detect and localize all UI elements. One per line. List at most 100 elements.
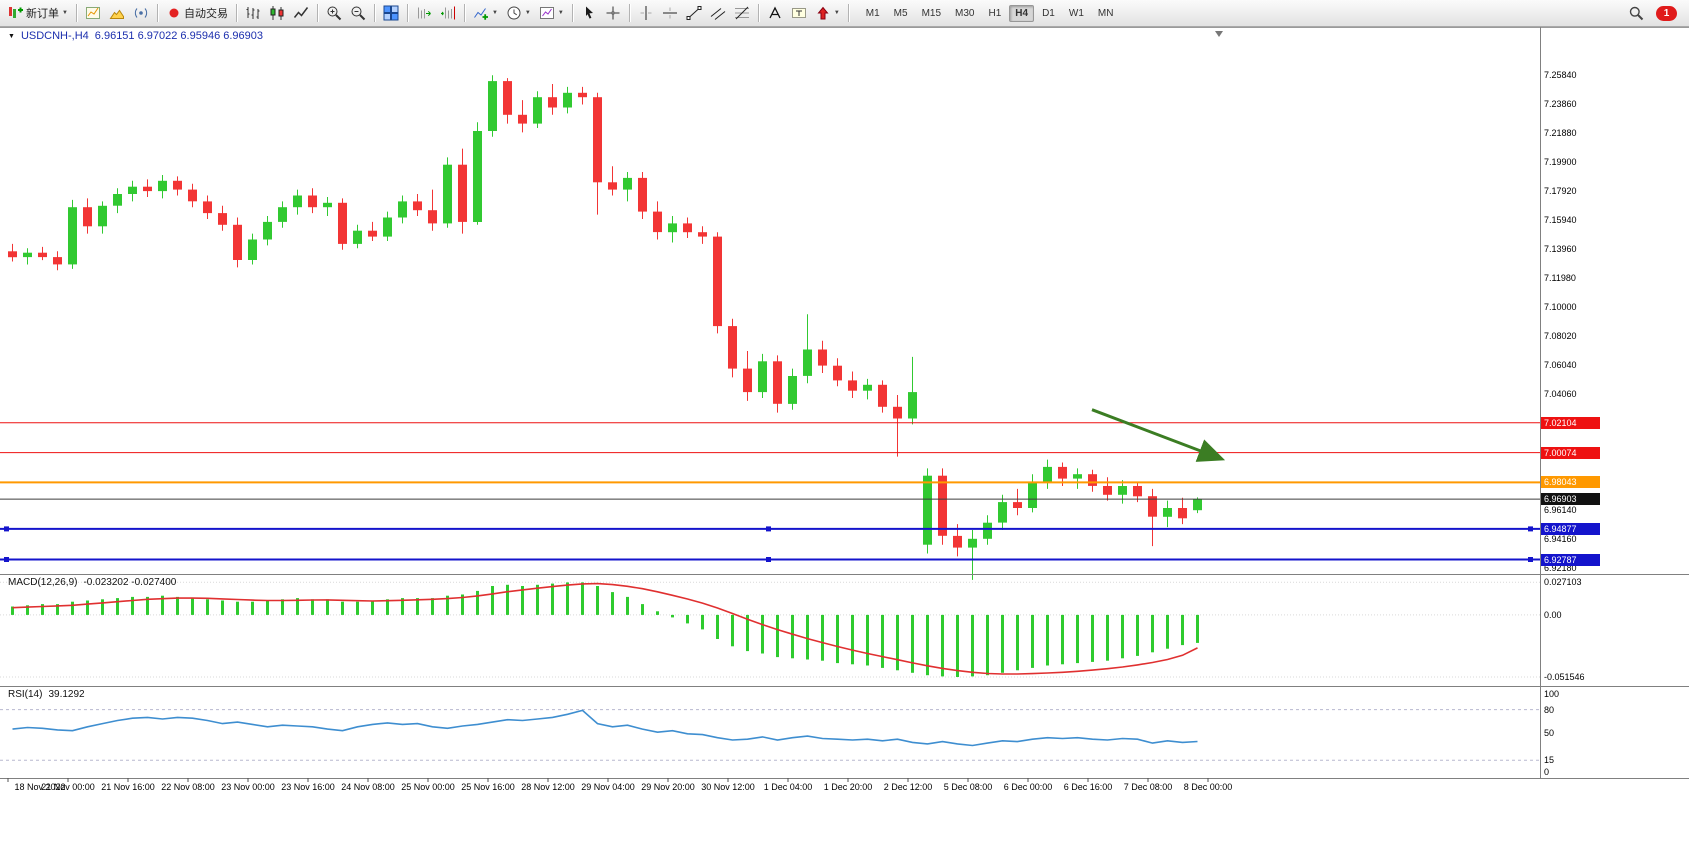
arrows-dropdown-caret-icon: ▼ [833,10,840,16]
auto-scroll-button[interactable] [412,1,436,25]
chart-title: ▼ USDCNH-,H4 6.96151 6.97022 6.95946 6.9… [8,30,263,42]
timeframe-d1-button[interactable]: D1 [1042,7,1055,19]
price-axis-label: 7.13960 [1544,244,1577,254]
price-axis-label: 7.04060 [1544,389,1577,399]
timeframe-m1-button[interactable]: M1 [865,7,880,19]
trendline-button[interactable] [682,1,706,25]
equidistant-channel-icon [710,8,726,20]
time-axis-label: 29 Nov 20:00 [641,782,695,792]
autotrade-icon [169,8,179,18]
price-badge-6.98043[interactable]: 6.98043 [1541,476,1600,488]
timeframe-m5-button[interactable]: M5 [893,7,908,19]
data-signal-icon [134,8,148,18]
fibonacci-icon [734,6,749,20]
crosshair-button[interactable] [601,1,625,25]
fibonacci-button[interactable] [730,1,754,25]
chart-shift-button[interactable] [436,1,460,25]
autotrade-button[interactable]: 自动交易 [162,1,232,25]
zoom-out-button[interactable] [346,1,370,25]
time-axis-label: 25 Nov 16:00 [461,782,515,792]
price-axis-label: 7.08020 [1544,331,1577,341]
profile-icon [109,9,124,19]
text-label-button[interactable] [787,1,811,25]
charts-window-button[interactable] [81,1,105,25]
price-axis-label: 7.23860 [1544,99,1577,109]
rsi-axis-label: 50 [1544,728,1555,738]
profile-button[interactable] [105,1,129,25]
rsi-axis-label: 15 [1544,755,1555,765]
horizontal-line-button[interactable] [658,1,682,25]
toolbar-separator [316,4,318,22]
auto-scroll-icon [417,7,431,19]
periods-button[interactable]: ▼ [502,1,535,25]
tile-windows-icon [383,5,399,21]
time-axis-label: 1 Dec 20:00 [823,782,873,792]
price-axis-label: 7.21880 [1544,128,1577,138]
timeframe-m15-button[interactable]: M15 [921,7,942,19]
price-axis-label: 7.11980 [1544,273,1576,283]
timeframe-h1-button[interactable]: H1 [988,7,1002,19]
timeframe-mn-button[interactable]: MN [1097,7,1114,19]
time-axis-label: 8 Dec 00:00 [1183,782,1233,792]
time-axis-label: 24 Nov 08:00 [341,782,395,792]
vertical-line-button[interactable] [634,1,658,25]
chart-shift-icon [440,6,455,20]
price-badge-7.00074[interactable]: 7.00074 [1541,447,1600,459]
price-axis-label: 7.25840 [1544,70,1577,80]
equidistant-channel-button[interactable] [706,1,730,25]
timeframe-w1-button[interactable]: W1 [1068,7,1084,19]
price-axis-label: 7.10000 [1544,302,1577,312]
time-axis-label: 23 Nov 00:00 [221,782,275,792]
indicators-dropdown-caret-icon: ▼ [491,10,498,16]
toolbar-separator [406,4,408,22]
rsi-indicator-label: RSI(14) 39.1292 [8,689,85,700]
price-axis-label: 7.06040 [1544,360,1577,370]
price-axis-label: 7.19900 [1544,157,1577,167]
bar-chart-button[interactable] [241,1,265,25]
text-button[interactable] [763,1,787,25]
templates-dropdown-caret-icon: ▼ [557,10,564,16]
indicators-button[interactable]: ▼ [469,1,502,25]
time-axis-label: 6 Dec 00:00 [1003,782,1053,792]
time-axis-label: 23 Nov 16:00 [281,782,335,792]
time-axis-label: 7 Dec 08:00 [1123,782,1173,792]
cursor-button[interactable] [577,1,601,25]
collapse-trade-panel-icon[interactable]: ▼ [8,32,15,40]
rsi-value: 39.1292 [48,689,85,700]
rsi-axis-label: 80 [1544,705,1555,715]
timeframe-m30-button[interactable]: M30 [955,7,975,19]
toolbar-right-cluster: 1 [1624,1,1685,25]
arrows-button[interactable]: ▼ [811,1,844,25]
price-badge-6.94877[interactable]: 6.94877 [1541,523,1600,535]
horizontal-line-icon [662,7,677,19]
trendline-icon [686,6,702,20]
time-axis-label: 18 Nov 2022 [14,782,66,792]
price-axis-label: 7.15940 [1544,215,1577,225]
time-axis-label: 29 Nov 04:00 [581,782,635,792]
data-signal-button[interactable] [129,1,153,25]
time-axis-label: 6 Dec 16:00 [1063,782,1113,792]
timeframe-h4-button[interactable]: H4 [1009,4,1035,22]
tile-windows-button[interactable] [379,1,403,25]
toolbar-separator [373,4,375,22]
templates-button[interactable]: ▼ [535,1,568,25]
chart-ohlc-values: 6.96151 6.97022 6.95946 6.96903 [94,30,263,42]
toolbar: 新订单 ▼ 自动交易 ▼ ▼ ▼ ▼ M1 M5 M15 M30 H1 H4 D1 W1 MN 1 [0,0,1689,27]
zoom-in-button[interactable] [322,1,346,25]
time-axis-label: 25 Nov 00:00 [401,782,455,792]
toolbar-separator [757,4,759,22]
price-badge-6.92787[interactable]: 6.92787 [1541,554,1600,566]
search-button[interactable] [1624,1,1648,25]
toolbar-separator [75,4,77,22]
rsi-axis-label: 100 [1544,689,1560,699]
line-chart-button[interactable] [289,1,313,25]
notification-badge[interactable]: 1 [1656,5,1677,21]
candlestick-chart-button[interactable] [265,1,289,25]
price-badge-7.02104[interactable]: 7.02104 [1541,417,1600,429]
new-order-button[interactable]: 新订单 ▼ [4,1,72,25]
timeframe-toolbar: M1 M5 M15 M30 H1 H4 D1 W1 MN [859,4,1121,22]
price-axis-label: 6.96140 [1544,505,1577,515]
vertical-line-icon [640,6,652,20]
